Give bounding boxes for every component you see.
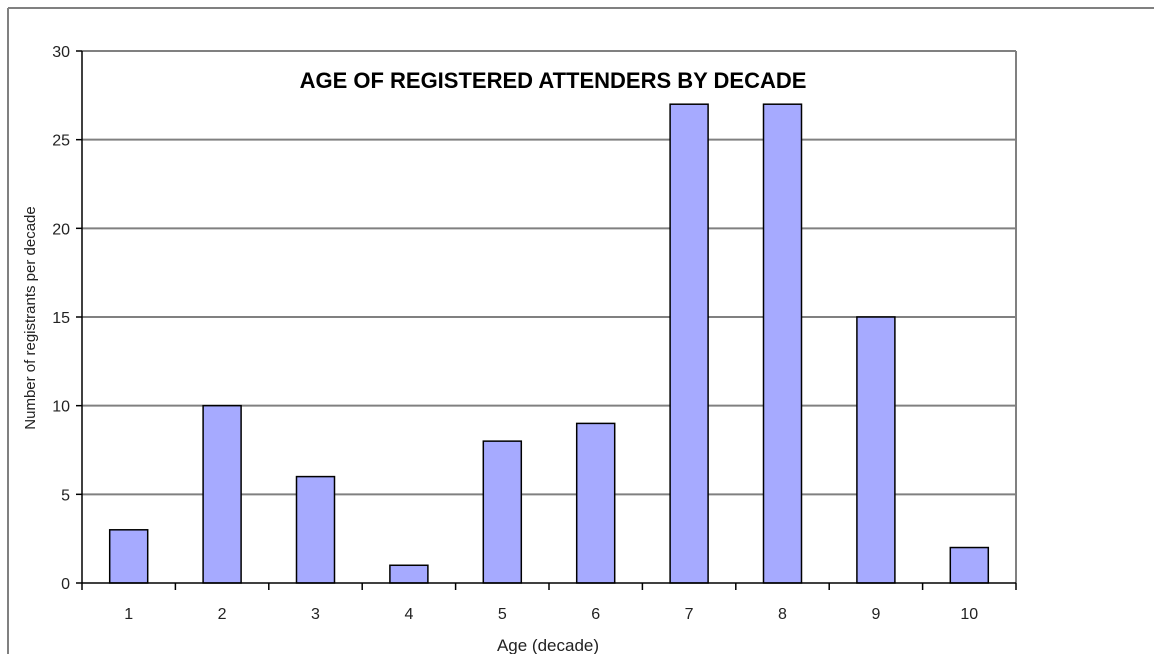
axes (76, 50, 1017, 590)
x-tick-label: 5 (498, 606, 507, 623)
x-tick-label: 7 (685, 606, 694, 623)
x-tick-label: 6 (591, 606, 600, 623)
y-tick-label: 25 (52, 133, 70, 150)
x-tick-label: 2 (218, 606, 227, 623)
x-tick-label: 3 (311, 606, 320, 623)
bar-5 (482, 440, 523, 584)
bar-4 (389, 564, 429, 584)
y-tick-label: 5 (61, 487, 70, 504)
bar-1 (108, 529, 149, 584)
y-axis-label: Number of registrants per decade (22, 206, 39, 429)
bar-10 (949, 546, 990, 584)
chart-title: AGE OF REGISTERED ATTENDERS BY DECADE (300, 68, 807, 93)
x-axis-label: Age (decade) (497, 636, 599, 654)
x-tick-label: 9 (871, 606, 880, 623)
bar-6 (575, 422, 616, 584)
bar-9 (856, 316, 896, 584)
y-tick-label: 20 (52, 221, 70, 238)
x-tick-label: 1 (124, 606, 133, 623)
x-tick-label: 4 (404, 606, 413, 623)
x-tick-label: 10 (960, 606, 978, 623)
x-tick-labels: 1 2 3 4 5 6 7 8 9 10 (124, 606, 978, 623)
y-tick-labels: 0 5 10 15 20 25 30 (52, 44, 70, 593)
bars (108, 103, 990, 584)
y-tick-label: 10 (52, 399, 70, 416)
bar-2 (202, 404, 242, 584)
bar-7 (669, 103, 709, 584)
bar-8 (762, 103, 803, 584)
x-tick-label: 8 (778, 606, 787, 623)
y-tick-label: 0 (61, 576, 70, 593)
bar-3 (295, 475, 336, 584)
y-tick-label: 15 (52, 310, 70, 327)
y-tick-label: 30 (52, 44, 70, 61)
